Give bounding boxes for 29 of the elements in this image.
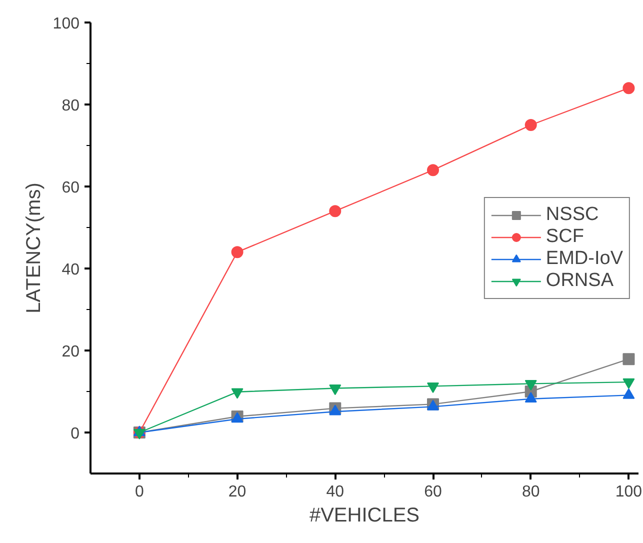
x-axis-title: #VEHICLES [309,504,420,526]
y-tick-label: 80 [62,98,80,114]
x-tick-label: 40 [326,484,344,500]
y-tick-label: 20 [62,344,80,360]
y-tick-label: 0 [70,426,80,442]
point [231,388,244,399]
y-axis-title: LATENCY(ms) [22,182,45,314]
point [329,205,342,218]
legend-label: SCF [546,226,584,248]
point [622,82,635,94]
legend-label: ORNSA [546,270,614,292]
legend-label: EMD-IoV [546,248,623,270]
x-tick-label: 80 [522,484,540,500]
y-tick-label: 60 [62,180,80,196]
point [231,246,244,258]
x-tick-label: 60 [424,484,442,500]
point [622,378,635,389]
point [427,382,439,394]
point [329,384,342,396]
x-tick-label: 100 [615,484,642,500]
point [427,164,439,176]
point [524,380,537,391]
point [524,119,537,131]
x-tick-label: 20 [228,484,246,500]
point [622,353,635,366]
y-tick-label: 40 [62,262,80,278]
y-tick-label: 100 [52,16,80,32]
legend-label: NSSC [546,204,599,226]
x-tick-label: 0 [134,484,144,500]
